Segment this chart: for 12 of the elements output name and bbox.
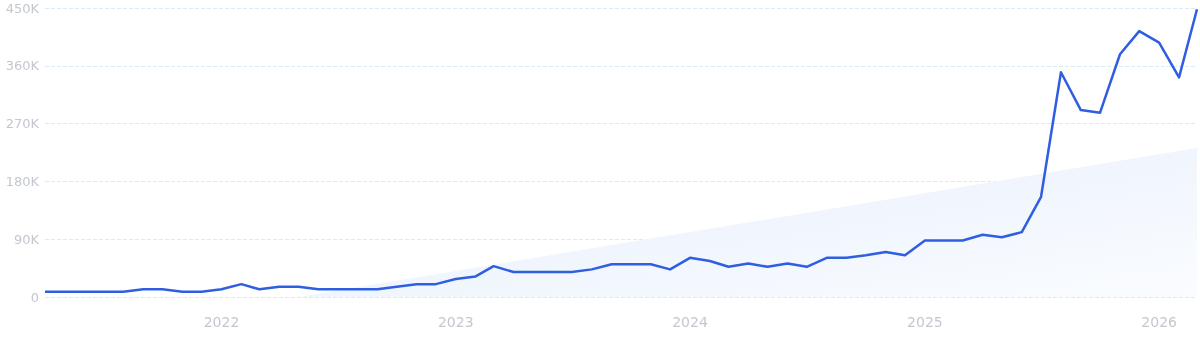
x-tick-label: 2025 bbox=[907, 314, 943, 330]
y-tick-label: 450K bbox=[5, 0, 40, 16]
x-tick-label: 2023 bbox=[437, 314, 474, 330]
y-tick-label: 180K bbox=[5, 173, 40, 189]
y-tick-label: 0 bbox=[30, 289, 39, 305]
y-tick-label: 360K bbox=[5, 58, 40, 74]
line-series bbox=[43, 8, 1199, 294]
y-tick-label: 270K bbox=[5, 116, 40, 132]
x-tick-label: 2026 bbox=[1141, 314, 1178, 330]
x-tick-label: 2022 bbox=[203, 314, 240, 330]
x-tick-label: 2024 bbox=[672, 314, 708, 330]
y-tick-label: 90K bbox=[13, 231, 40, 247]
